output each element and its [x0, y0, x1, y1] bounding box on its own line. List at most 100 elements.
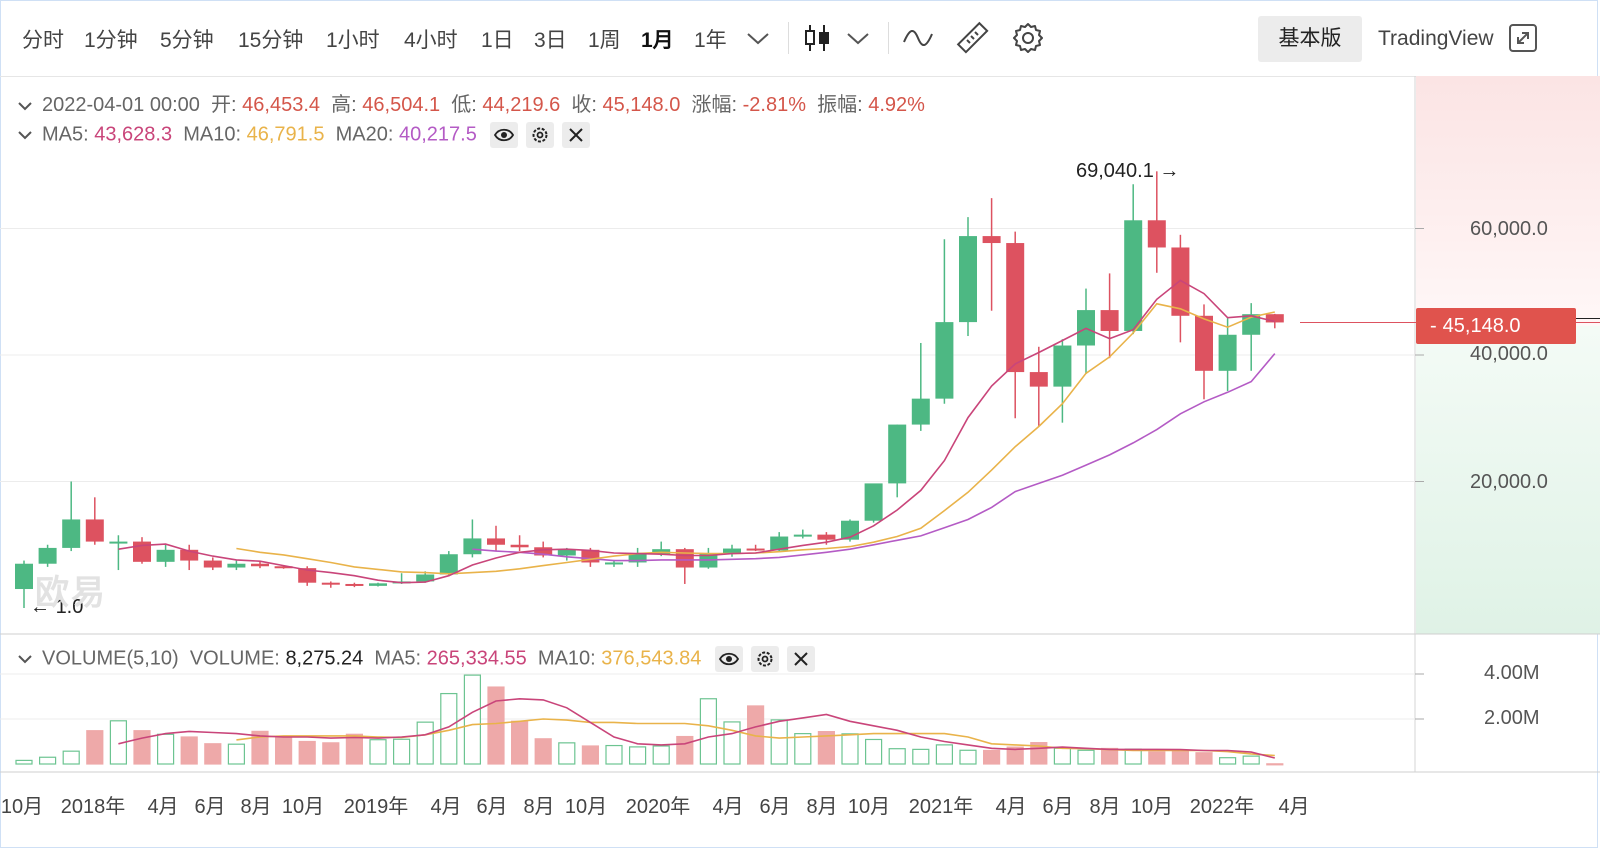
ma5-label: MA5:	[42, 123, 89, 146]
volume-bar	[298, 740, 316, 765]
volume-bar	[864, 738, 883, 765]
time-tick: 10月	[1130, 796, 1174, 818]
candle-body	[864, 483, 883, 521]
volume-bar	[393, 738, 411, 765]
time-tick: 6月	[476, 796, 508, 818]
candle-body	[746, 548, 765, 551]
volume-bar	[15, 759, 33, 765]
candle-body	[510, 544, 529, 548]
watermark-text: 欧易	[35, 574, 107, 612]
candle-body	[298, 568, 317, 583]
indicator-settings-button[interactable]	[750, 646, 779, 672]
more-timeframes-chevron-icon[interactable]	[740, 20, 776, 56]
candle-body	[793, 534, 812, 537]
candle-body	[1147, 220, 1166, 248]
tradingview-mode-button[interactable]: TradingView	[1378, 27, 1494, 50]
timeframe-tab[interactable]: 3日	[534, 29, 567, 52]
timeframe-tab[interactable]: 1月	[641, 29, 674, 52]
volume-bar	[1242, 755, 1260, 765]
candle-body	[1124, 220, 1143, 331]
volume-bar	[699, 698, 718, 765]
basic-mode-button[interactable]: 基本版	[1258, 16, 1362, 62]
volume-bar	[770, 719, 788, 765]
candle-body	[1265, 314, 1284, 323]
toggle-visibility-button[interactable]	[714, 646, 743, 672]
toolbar: 分时 1分钟 5分钟 15分钟 1小时 4小时 1日 3日 1周 1月 1年 基本版 Trading…	[0, 0, 1600, 77]
timeframe-tab[interactable]: 4小时	[404, 29, 458, 52]
volume-bar	[652, 745, 670, 765]
candle-body	[251, 563, 269, 567]
ohlc-date: 2022-04-01 00:00	[42, 94, 200, 116]
volume-bar	[841, 733, 859, 765]
timeframe-tab[interactable]: 1小时	[326, 29, 380, 52]
volume-bar	[369, 739, 387, 765]
toolbar-divider	[888, 22, 889, 54]
collapse-chevron-icon[interactable]	[16, 650, 34, 668]
candle-body	[557, 549, 576, 556]
volume-bar	[416, 721, 434, 765]
volume-bar	[1148, 751, 1166, 765]
candle-body	[1218, 334, 1237, 371]
candle-body	[85, 519, 104, 542]
eye-icon	[718, 652, 739, 666]
volume-tick: 4.00M	[1484, 662, 1540, 684]
candle-body	[935, 322, 954, 399]
gear-icon	[757, 651, 773, 667]
candle-body	[911, 398, 930, 425]
collapse-chevron-icon[interactable]	[16, 97, 34, 115]
timeframe-tab[interactable]: 1周	[588, 29, 621, 52]
timeframe-tab[interactable]: 1分钟	[84, 29, 138, 52]
candle-body	[628, 554, 647, 563]
collapse-chevron-icon[interactable]	[16, 126, 34, 144]
volume-bar	[1195, 752, 1213, 765]
volume-bar	[38, 756, 57, 765]
low-label: 低:	[451, 94, 477, 116]
time-tick: 10月	[847, 796, 891, 818]
drawing-ruler-icon[interactable]	[955, 20, 991, 56]
current-price-label: -45,148.0	[1416, 308, 1576, 344]
timeframe-tab[interactable]: 分时	[22, 29, 64, 52]
remove-indicator-button[interactable]	[562, 122, 591, 148]
volume-bar	[746, 705, 765, 765]
ma5-line	[118, 279, 1275, 584]
timeframe-tab[interactable]: 1年	[694, 29, 727, 52]
vol-ma10-label: MA10:	[537, 647, 596, 670]
vol-ma5-label: MA5:	[374, 647, 422, 670]
fullscreen-expand-icon[interactable]	[1505, 20, 1541, 56]
volume-bar	[723, 721, 741, 765]
time-tick: 4月	[712, 796, 744, 818]
volume-bar	[605, 744, 623, 765]
volume-bar	[1124, 748, 1142, 765]
price-axis-bg-down	[1416, 326, 1600, 634]
time-tick: 2021年	[908, 796, 974, 818]
ma10-line	[236, 302, 1275, 575]
high-value: 46,504.1	[362, 94, 441, 116]
toggle-visibility-button[interactable]	[490, 122, 519, 148]
volume-bar	[487, 686, 505, 765]
settings-gear-icon[interactable]	[1010, 20, 1046, 56]
high-annotation-value: 69,040.1	[1076, 160, 1154, 182]
time-tick: 2022年	[1189, 796, 1255, 818]
indicator-settings-button[interactable]	[526, 122, 555, 148]
open-value: 46,453.4	[242, 94, 321, 116]
candlestick-chart-type-icon[interactable]	[800, 20, 836, 56]
timeframe-tab[interactable]: 15分钟	[238, 29, 304, 52]
volume-title: VOLUME(5,10)	[42, 647, 179, 670]
volume-bar	[86, 730, 104, 765]
close-icon	[569, 128, 584, 142]
candle-body	[62, 519, 81, 548]
chart-type-chevron-icon[interactable]	[840, 20, 876, 56]
candle-body	[605, 562, 623, 565]
candle-body	[321, 582, 340, 585]
volume-bar	[982, 749, 1001, 765]
candle-body	[439, 554, 458, 575]
timeframe-tab[interactable]: 1日	[481, 29, 514, 52]
time-tick: 10月	[0, 796, 44, 818]
remove-indicator-button[interactable]	[786, 646, 815, 672]
volume-bar	[959, 749, 977, 765]
price-tick: 20,000.0	[1470, 471, 1548, 493]
timeframe-tab[interactable]: 5分钟	[160, 29, 214, 52]
indicator-wave-icon[interactable]	[900, 20, 936, 56]
vol-ma10-value: 376,543.84	[601, 647, 702, 670]
